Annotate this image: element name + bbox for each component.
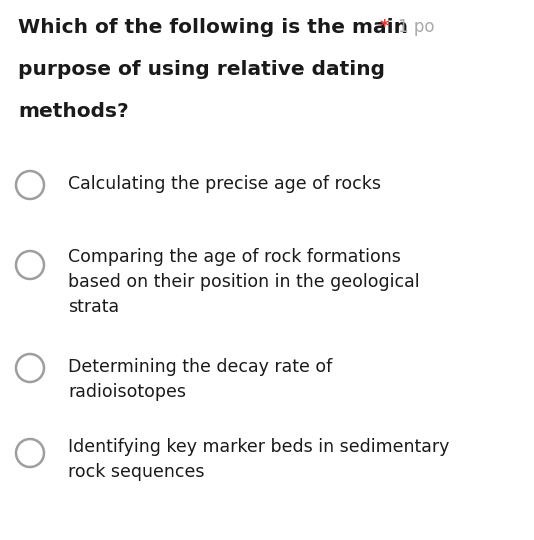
Text: 1 po: 1 po [398, 18, 435, 36]
Circle shape [16, 439, 44, 467]
Text: Comparing the age of rock formations
based on their position in the geological
s: Comparing the age of rock formations bas… [68, 248, 420, 316]
Text: Determining the decay rate of
radioisotopes: Determining the decay rate of radioisoto… [68, 358, 332, 401]
Circle shape [16, 354, 44, 382]
Text: Identifying key marker beds in sedimentary
rock sequences: Identifying key marker beds in sedimenta… [68, 438, 450, 481]
Text: Calculating the precise age of rocks: Calculating the precise age of rocks [68, 175, 381, 193]
Text: Which of the following is the main: Which of the following is the main [18, 18, 408, 37]
Text: methods?: methods? [18, 102, 129, 121]
Circle shape [16, 171, 44, 199]
Text: *: * [380, 18, 389, 36]
Circle shape [16, 251, 44, 279]
Text: purpose of using relative dating: purpose of using relative dating [18, 60, 385, 79]
